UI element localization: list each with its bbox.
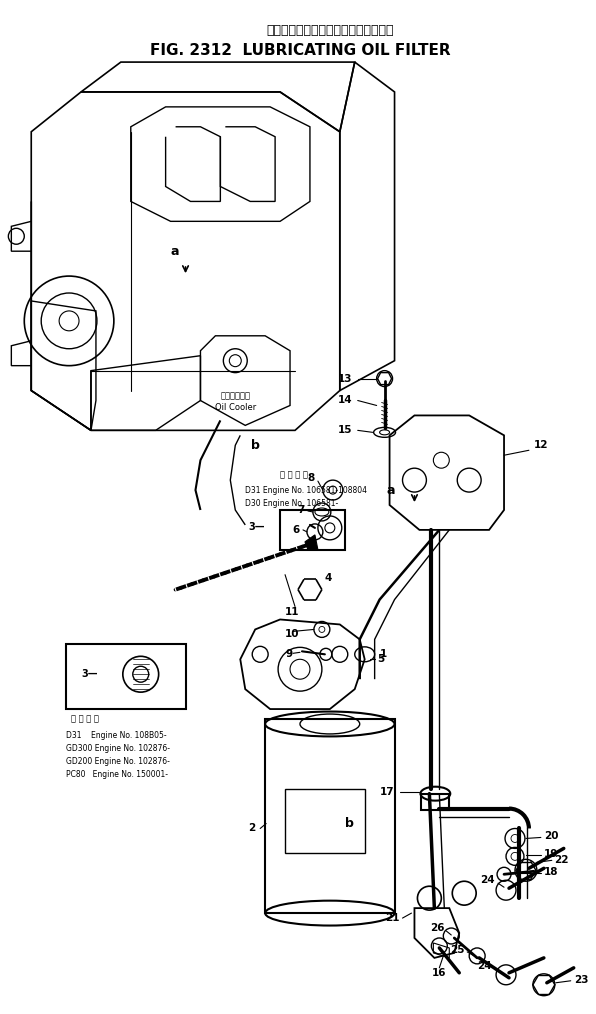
Text: 25: 25 xyxy=(450,945,464,955)
Text: 3—: 3— xyxy=(249,522,265,532)
Text: 23: 23 xyxy=(574,974,588,985)
Text: a: a xyxy=(170,244,179,258)
Bar xyxy=(66,644,185,709)
Text: 20: 20 xyxy=(544,831,558,842)
Text: 15: 15 xyxy=(339,425,353,435)
Text: 適 用 号 機: 適 用 号 機 xyxy=(280,470,308,480)
Text: 12: 12 xyxy=(534,440,548,450)
Text: 26: 26 xyxy=(430,923,444,933)
Text: 1: 1 xyxy=(380,649,387,659)
Text: 6: 6 xyxy=(293,525,300,535)
Text: 16: 16 xyxy=(432,967,446,977)
Bar xyxy=(421,794,449,809)
Text: D30 Engine No. 106581-: D30 Engine No. 106581- xyxy=(245,499,339,508)
Text: オイルクーラ: オイルクーラ xyxy=(221,391,250,400)
Text: 3—: 3— xyxy=(81,669,98,679)
Text: 13: 13 xyxy=(339,373,353,383)
Text: 4: 4 xyxy=(325,573,332,583)
Text: GD300 Engine No. 102876-: GD300 Engine No. 102876- xyxy=(66,744,170,753)
Text: 8: 8 xyxy=(308,474,315,483)
Text: 19: 19 xyxy=(544,850,558,860)
Bar xyxy=(280,510,344,550)
Text: 14: 14 xyxy=(338,395,353,406)
Text: Oil Cooler: Oil Cooler xyxy=(215,403,256,412)
Polygon shape xyxy=(305,534,318,550)
Text: PC80   Engine No. 150001-: PC80 Engine No. 150001- xyxy=(66,771,168,779)
Bar xyxy=(265,719,395,913)
Text: 10: 10 xyxy=(285,630,300,640)
Text: D31 Engine No. 106581-108804: D31 Engine No. 106581-108804 xyxy=(245,486,367,495)
Bar xyxy=(285,789,365,854)
Text: 9: 9 xyxy=(285,649,292,659)
Text: GD200 Engine No. 102876-: GD200 Engine No. 102876- xyxy=(66,757,170,767)
Text: 11: 11 xyxy=(285,606,300,617)
Text: a: a xyxy=(386,484,395,497)
Text: 18: 18 xyxy=(544,867,558,877)
Text: b: b xyxy=(345,817,354,830)
Text: FIG. 2312  LUBRICATING OIL FILTER: FIG. 2312 LUBRICATING OIL FILTER xyxy=(150,43,451,58)
Text: 22: 22 xyxy=(554,856,569,865)
Text: 24: 24 xyxy=(477,961,492,970)
Text: 24: 24 xyxy=(480,875,495,885)
Text: 17: 17 xyxy=(380,787,395,797)
Text: 2: 2 xyxy=(248,823,255,834)
Text: 適 用 号 機: 適 用 号 機 xyxy=(71,715,99,724)
Text: D31    Engine No. 108B05-: D31 Engine No. 108B05- xyxy=(66,731,167,740)
Text: 21: 21 xyxy=(385,913,399,923)
Text: 7: 7 xyxy=(297,505,305,515)
Text: 5: 5 xyxy=(378,654,385,664)
Text: ルーブリケーティングオイルフィルタ: ルーブリケーティングオイルフィルタ xyxy=(266,23,393,37)
Text: b: b xyxy=(251,439,260,452)
